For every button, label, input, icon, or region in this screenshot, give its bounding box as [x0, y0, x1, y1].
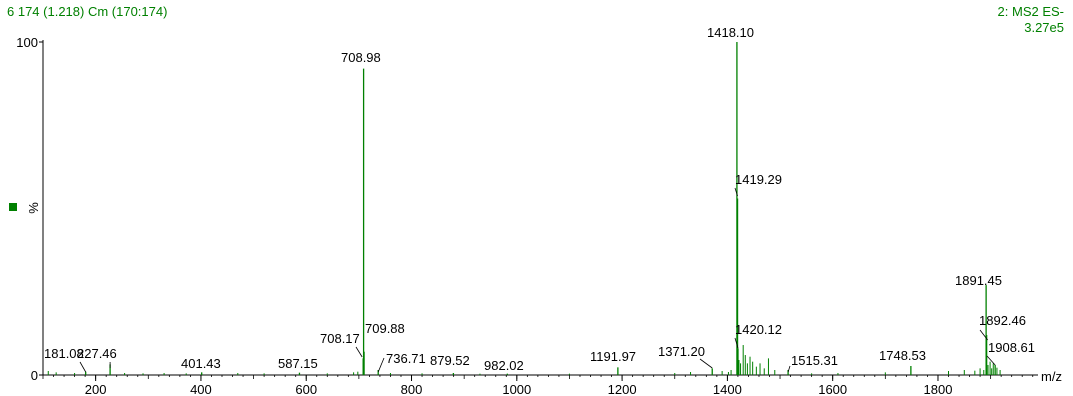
- peak-label-leader: [734, 337, 739, 349]
- peak-label-leader: [79, 361, 87, 373]
- peak-label: 227.46: [77, 346, 117, 361]
- peak-label: 1418.10: [707, 25, 754, 40]
- spectrum-header-left: 6 174 (1.218) Cm (170:174): [7, 4, 168, 19]
- peak-label-leader: [355, 346, 363, 358]
- x-tick-label: 600: [295, 382, 317, 396]
- peak-label: 708.17: [320, 331, 360, 346]
- peak-label: 736.71: [386, 351, 426, 366]
- peak-label: 181.08: [44, 346, 84, 361]
- x-tick-label: 1400: [713, 382, 742, 396]
- chart-axes: 200 400 600 800 1000 1200 1400 1600 1800 0 100 m/z%: [16, 35, 1062, 396]
- x-tick-label: 1200: [608, 382, 637, 396]
- peak-label: 879.52: [430, 353, 470, 368]
- x-tick-label: 1800: [924, 382, 953, 396]
- spectrum-header-right: 2: MS2 ES-: [997, 4, 1064, 19]
- peak-label-leader: [787, 365, 791, 373]
- peak-label: 401.43: [181, 356, 221, 371]
- peak-label: 982.02: [484, 358, 524, 373]
- peak-label: 709.88: [365, 321, 405, 336]
- x-axis-label: m/z: [1041, 369, 1062, 384]
- x-tick-label: 800: [401, 382, 423, 396]
- y-tick-label: 0: [31, 368, 38, 383]
- x-tick-label: 1000: [502, 382, 531, 396]
- peak-label: 1419.29: [735, 172, 782, 187]
- peak-label-leader: [377, 357, 385, 373]
- peak-label: 1891.45: [955, 273, 1002, 288]
- y-axis-label: %: [26, 202, 41, 214]
- peak-label: 1191.97: [590, 349, 636, 364]
- x-tick-label: 1600: [818, 382, 847, 396]
- peak-label: 1515.31: [791, 353, 838, 368]
- peak-label: 1420.12: [735, 322, 782, 337]
- legend-marker: [9, 203, 17, 211]
- peak-label-leader: [986, 355, 996, 366]
- y-tick-label: 100: [16, 35, 38, 50]
- peak-label-leader: [979, 329, 988, 341]
- peak-label: 1892.46: [979, 313, 1026, 328]
- peak-label: 1748.53: [879, 348, 926, 363]
- x-tick-label: 200: [85, 382, 107, 396]
- spectrum-intensity-scale: 3.27e5: [1024, 20, 1064, 35]
- peak-label-leader: [734, 187, 738, 197]
- peak-label: 1908.61: [988, 340, 1035, 355]
- peak-label: 1371.20: [658, 344, 705, 359]
- x-tick-label: 400: [190, 382, 212, 396]
- peak-label-leader: [699, 358, 713, 369]
- peak-label: 708.98: [341, 50, 381, 65]
- spectrum-peaks: [47, 42, 1001, 375]
- peak-label: 587.15: [278, 356, 318, 371]
